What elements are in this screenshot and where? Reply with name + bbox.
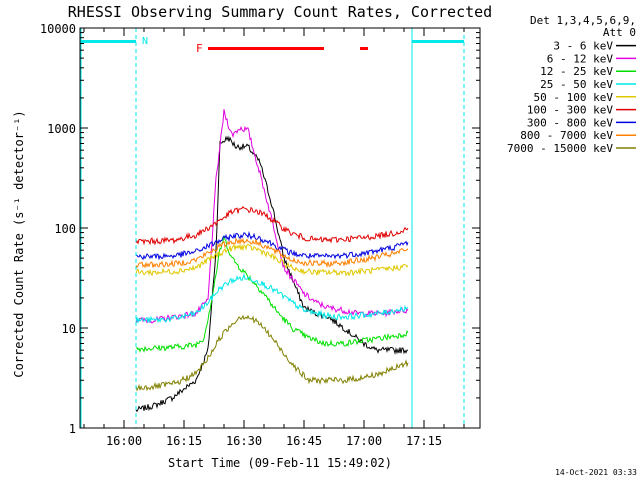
series-line-7: [135, 237, 409, 269]
flare-bar: [208, 47, 324, 50]
series-line-0: [135, 135, 409, 413]
y-tick-label: 100: [54, 222, 76, 236]
night-marker: N: [142, 36, 148, 47]
x-tick-label: 16:00: [106, 434, 142, 448]
footer-timestamp: 14-Oct-2021 03:33: [555, 468, 637, 477]
flare-marker: F: [196, 42, 203, 55]
flare-bar: [360, 47, 368, 50]
night-bar: [412, 40, 464, 43]
legend-header: Att 0: [603, 26, 636, 39]
series-line-3: [135, 272, 409, 324]
legend-entry-label: 12 - 25 keV: [540, 65, 613, 78]
legend-entry-label: 300 - 800 keV: [527, 116, 613, 129]
series-line-5: [135, 205, 409, 246]
legend-entry-label: 6 - 12 keV: [547, 52, 614, 65]
series-line-2: [135, 235, 409, 353]
y-axis-label: Corrected Count Rate (s⁻¹ detector⁻¹): [12, 110, 26, 377]
x-axis-label: Start Time (09-Feb-11 15:49:02): [168, 456, 392, 470]
y-axis: 1 10 100 1000 10000: [40, 22, 480, 436]
legend-entry-label: 3 - 6 keV: [553, 40, 613, 53]
night-bar: [80, 40, 136, 43]
legend-entry-label: 50 - 100 keV: [534, 91, 614, 104]
series-line-4: [135, 243, 409, 277]
legend-entry-label: 100 - 300 keV: [527, 104, 613, 117]
x-tick-label: 16:45: [286, 434, 322, 448]
x-tick-label: 17:00: [346, 434, 382, 448]
x-tick-label: 17:15: [406, 434, 442, 448]
chart-title: RHESSI Observing Summary Count Rates, Co…: [68, 3, 492, 21]
series-layer: [135, 109, 409, 413]
x-tick-label: 16:30: [226, 434, 262, 448]
y-tick-label: 10: [62, 322, 76, 336]
legend-entry-label: 800 - 7000 keV: [520, 129, 613, 142]
y-tick-label: 1000: [47, 122, 76, 136]
legend-entry-label: 7000 - 15000 keV: [507, 142, 613, 155]
series-line-8: [135, 314, 409, 392]
legend-entry-label: 25 - 50 keV: [540, 78, 613, 91]
series-line-6: [135, 230, 409, 261]
x-tick-label: 16:15: [166, 434, 202, 448]
legend-header: Det 1,3,4,5,6,9,: [530, 14, 636, 27]
x-axis: 16:00 16:15 16:30 16:45 17:00 17:15: [83, 28, 465, 448]
y-axis-label-group: Corrected Count Rate (s⁻¹ detector⁻¹): [12, 110, 26, 377]
y-tick-label: 10000: [40, 22, 76, 36]
y-tick-label: 1: [69, 422, 76, 436]
